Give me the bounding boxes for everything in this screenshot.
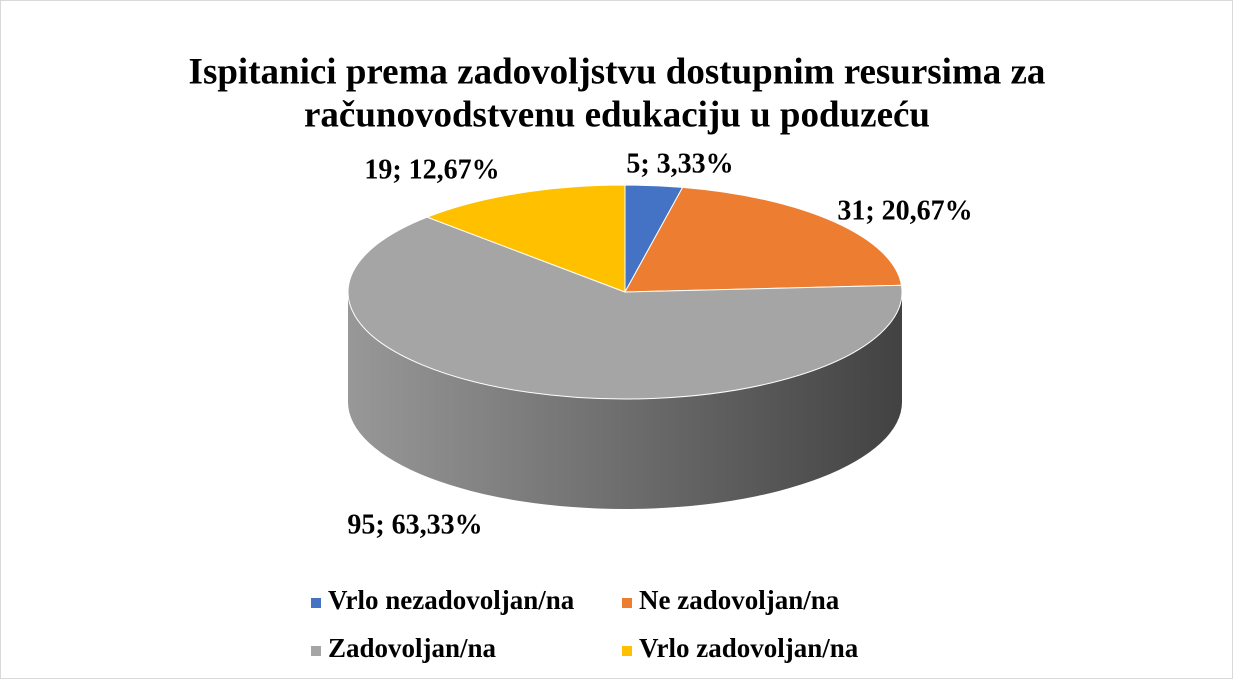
slice (624, 186, 903, 293)
legend-marker (622, 598, 632, 608)
slice (425, 184, 626, 293)
chart-title: računovodstvenu edukaciju u poduzeću (304, 94, 930, 135)
data-label: 5; 3,33% (626, 148, 733, 179)
slice (347, 216, 903, 400)
legend-marker (622, 646, 632, 656)
legend-marker (311, 646, 321, 656)
chart-title: Ispitanici prema zadovoljstvu dostupnim … (189, 51, 1046, 92)
legend-label: Zadovoljan/na (328, 633, 497, 663)
legend-marker (311, 598, 321, 608)
legend-label: Ne zadovoljan/na (639, 585, 840, 615)
data-label: 31; 20,67% (837, 195, 972, 226)
legend-label: Vrlo nezadovoljan/na (328, 585, 575, 615)
legend-label: Vrlo zadovoljan/na (639, 633, 859, 663)
data-label: 19; 12,67% (364, 154, 499, 185)
data-label: 95; 63,33% (347, 509, 482, 540)
slice-side-shade (348, 292, 902, 509)
